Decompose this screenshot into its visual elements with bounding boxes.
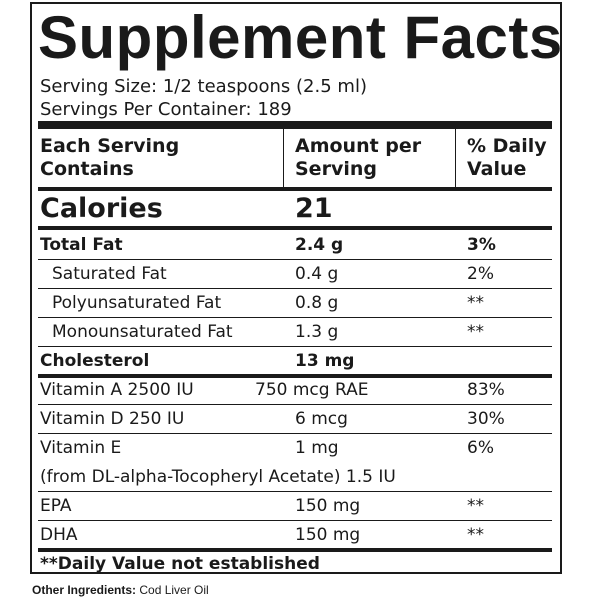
rule (38, 548, 552, 552)
row-dv: 6% (467, 438, 494, 458)
row-amount: 13 mg (295, 351, 355, 371)
servings-per-container: Servings Per Container: 189 (40, 99, 292, 120)
row-amount: 2.4 g (295, 235, 344, 255)
row-dv: 2% (467, 264, 494, 284)
calories-value: 21 (295, 193, 333, 224)
row-dv: 30% (467, 409, 505, 429)
rule (38, 121, 552, 129)
rule (38, 520, 552, 521)
rule (38, 259, 552, 260)
row-name: Monounsaturated Fat (52, 322, 233, 342)
header-cell: Serving (295, 158, 377, 180)
serving-size: Serving Size: 1/2 teaspoons (2.5 ml) (40, 76, 367, 97)
row-name: EPA (40, 496, 72, 516)
rule (38, 346, 552, 347)
row-name: Vitamin A 2500 IU (40, 380, 194, 400)
rule (38, 433, 552, 434)
row-name: Saturated Fat (52, 264, 167, 284)
row-dv: ** (467, 322, 484, 342)
row-dv: 3% (467, 235, 496, 255)
rule (38, 317, 552, 318)
row-name: Vitamin E (40, 438, 122, 458)
footnote: **Daily Value not established (40, 554, 320, 574)
row-name: Cholesterol (40, 351, 150, 371)
divider (455, 129, 456, 187)
row-amount: 150 mg (295, 496, 361, 516)
row-name: DHA (40, 525, 78, 545)
rule (38, 374, 552, 378)
calories-label: Calories (40, 193, 163, 224)
row-amount: 0.8 g (295, 293, 339, 313)
row-note: (from DL-alpha-Tocopheryl Acetate) 1.5 I… (40, 467, 396, 487)
row-dv: ** (467, 525, 484, 545)
row-name: Vitamin D 250 IU (40, 409, 185, 429)
header-cell: Contains (40, 158, 134, 180)
rule (38, 491, 552, 492)
header-cell: Value (467, 158, 527, 180)
label-box (30, 2, 562, 574)
header-cell: Each Serving (40, 135, 180, 157)
row-dv: ** (467, 496, 484, 516)
row-amount: 1 mg (295, 438, 339, 458)
row-amount: 750 mcg RAE (255, 380, 369, 400)
row-dv: 83% (467, 380, 505, 400)
rule (38, 404, 552, 405)
row-amount: 1.3 g (295, 322, 339, 342)
row-amount: 150 mg (295, 525, 361, 545)
other-ingredients: Cod Liver Oil (139, 583, 209, 597)
row-amount: 0.4 g (295, 264, 339, 284)
header-cell: Amount per (295, 135, 422, 157)
title: Supplement Facts (38, 4, 563, 71)
row-name: Polyunsaturated Fat (52, 293, 222, 313)
rule (38, 187, 552, 191)
row-name: Total Fat (40, 235, 123, 255)
rule (38, 226, 552, 230)
header-cell: % Daily (467, 135, 547, 157)
divider (283, 129, 284, 187)
other-ingredients-label: Other Ingredients: (32, 583, 137, 597)
row-amount: 6 mcg (295, 409, 348, 429)
row-dv: ** (467, 293, 484, 313)
rule (38, 288, 552, 289)
